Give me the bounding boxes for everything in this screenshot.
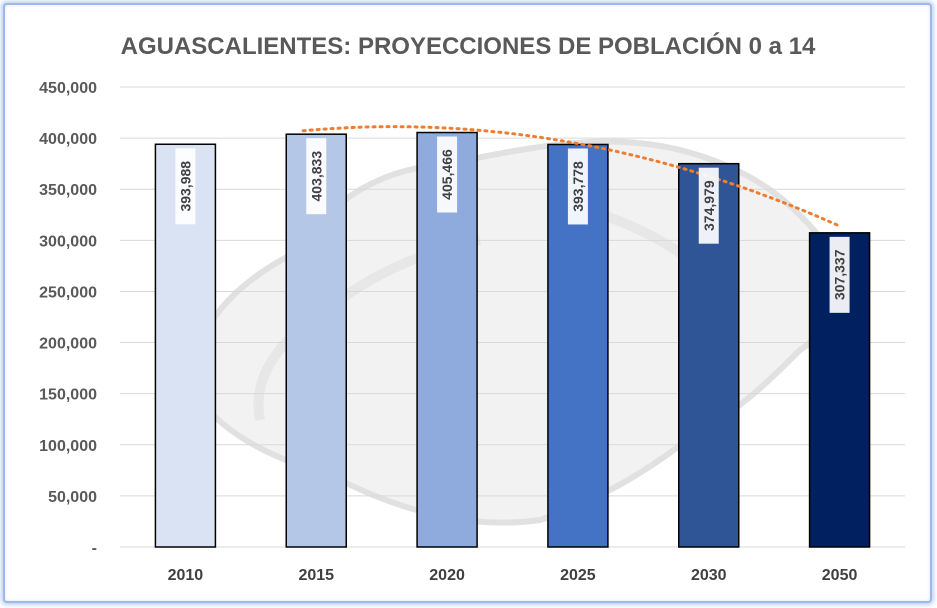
data-label-background	[567, 148, 588, 225]
data-label-text: 403,833	[308, 151, 324, 202]
x-tick-label: 2015	[298, 567, 334, 584]
y-tick-label: 300,000	[39, 233, 97, 250]
data-label: 405,466	[437, 136, 458, 213]
x-axis: 2010 2015 2020 2025 2030 2050	[168, 567, 858, 584]
polynomial-trendline	[301, 125, 842, 228]
data-label: 307,337	[829, 236, 850, 313]
x-tick-label: 2050	[822, 567, 858, 584]
data-label-text: 393,778	[570, 161, 586, 212]
chart-title: AGUASCALIENTES: PROYECCIONES DE POBLACIÓ…	[121, 32, 816, 60]
data-label-text: 374,979	[701, 180, 717, 231]
data-label-background	[437, 136, 458, 213]
y-tick-label: 250,000	[39, 284, 97, 301]
y-tick-label: 50,000	[48, 489, 97, 506]
data-label-background	[175, 148, 196, 225]
y-tick-label: 100,000	[39, 438, 97, 455]
data-label: 374,979	[698, 167, 719, 244]
y-tick-label: 150,000	[39, 387, 97, 404]
y-tick-label: 450,000	[39, 80, 97, 97]
data-label-background	[698, 167, 719, 244]
x-tick-label: 2025	[560, 567, 596, 584]
data-label-background	[829, 236, 850, 313]
data-labels: 393,988 403,833 405,466 393,778 374,979 307,3…	[175, 136, 850, 313]
data-label: 393,988	[175, 148, 196, 225]
data-label: 403,833	[306, 138, 327, 215]
gridlines	[120, 86, 905, 548]
y-tick-label: 200,000	[39, 336, 97, 353]
y-axis: - 50,000 100,000 150,000 200,000 250,000 300,0…	[39, 80, 97, 557]
data-label-text: 405,466	[439, 149, 455, 200]
y-tick-label: 400,000	[39, 131, 97, 148]
x-tick-label: 2010	[168, 567, 204, 584]
y-tick-label: -	[92, 540, 97, 557]
data-label: 393,778	[567, 148, 588, 225]
trendline	[301, 125, 842, 228]
x-tick-label: 2030	[691, 567, 727, 584]
data-label-text: 307,337	[832, 249, 848, 300]
data-label-background	[306, 138, 327, 215]
data-label-text: 393,988	[177, 161, 193, 212]
x-tick-label: 2020	[429, 567, 465, 584]
y-tick-label: 350,000	[39, 182, 97, 199]
